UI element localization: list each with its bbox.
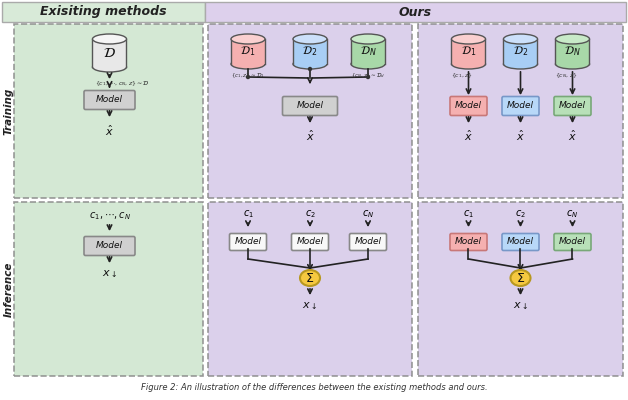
- FancyBboxPatch shape: [450, 96, 487, 116]
- Text: $c_N$: $c_N$: [362, 208, 374, 220]
- Ellipse shape: [452, 34, 485, 44]
- Text: $\mathcal{D}_2$: $\mathcal{D}_2$: [513, 45, 528, 58]
- Bar: [452, 39, 485, 64]
- Text: $\hat{x}$: $\hat{x}$: [464, 129, 473, 143]
- Text: $\{c_1,z\}\sim\mathcal{D}_1$: $\{c_1,z\}\sim\mathcal{D}_1$: [231, 71, 264, 80]
- Ellipse shape: [92, 62, 126, 72]
- Ellipse shape: [556, 34, 590, 44]
- Ellipse shape: [351, 59, 385, 69]
- Text: $\mathcal{D}_N$: $\mathcal{D}_N$: [360, 45, 376, 58]
- Bar: [208, 202, 412, 376]
- Ellipse shape: [556, 59, 590, 69]
- Text: Training: Training: [4, 87, 14, 135]
- Text: $\mathcal{D}$: $\mathcal{D}$: [103, 46, 116, 60]
- Text: $c_1, \cdots, c_N$: $c_1, \cdots, c_N$: [89, 210, 131, 222]
- Bar: [208, 24, 412, 198]
- Text: Exisiting methods: Exisiting methods: [40, 6, 167, 18]
- Text: Model: Model: [296, 238, 323, 246]
- FancyBboxPatch shape: [291, 234, 328, 250]
- Bar: [351, 39, 385, 64]
- Bar: [418, 24, 623, 198]
- Bar: [205, 2, 626, 22]
- Text: $x_\downarrow$: $x_\downarrow$: [303, 301, 318, 312]
- Ellipse shape: [231, 59, 265, 69]
- Ellipse shape: [231, 34, 265, 44]
- Text: Model: Model: [234, 238, 261, 246]
- FancyBboxPatch shape: [350, 234, 386, 250]
- Text: $c_N$: $c_N$: [566, 208, 578, 220]
- Ellipse shape: [504, 59, 538, 69]
- Ellipse shape: [452, 59, 485, 69]
- Text: Model: Model: [296, 102, 323, 110]
- Text: $\hat{x}$: $\hat{x}$: [516, 129, 525, 143]
- Ellipse shape: [293, 59, 327, 69]
- Text: $c_1$: $c_1$: [463, 208, 474, 220]
- Text: Model: Model: [559, 238, 586, 246]
- Text: $\mathcal{D}_2$: $\mathcal{D}_2$: [303, 45, 318, 58]
- FancyBboxPatch shape: [283, 96, 337, 116]
- Bar: [92, 39, 126, 67]
- Text: Model: Model: [455, 238, 482, 246]
- Text: Model: Model: [559, 102, 586, 110]
- Text: $\mathcal{D}_N$: $\mathcal{D}_N$: [564, 45, 581, 58]
- Text: Inference: Inference: [4, 261, 14, 317]
- Ellipse shape: [293, 34, 327, 44]
- Text: $x_\downarrow$: $x_\downarrow$: [102, 269, 117, 280]
- Text: Model: Model: [96, 242, 123, 250]
- Bar: [2, 2, 205, 22]
- Bar: [418, 202, 623, 376]
- Bar: [14, 24, 203, 198]
- Text: Model: Model: [96, 96, 123, 104]
- Text: $x_\downarrow$: $x_\downarrow$: [513, 301, 528, 312]
- FancyBboxPatch shape: [554, 96, 591, 116]
- FancyBboxPatch shape: [84, 236, 135, 256]
- Bar: [293, 39, 327, 64]
- FancyBboxPatch shape: [450, 234, 487, 250]
- FancyBboxPatch shape: [502, 96, 539, 116]
- Circle shape: [308, 68, 311, 70]
- FancyBboxPatch shape: [554, 234, 591, 250]
- Text: $\Sigma$: $\Sigma$: [305, 272, 315, 284]
- Text: $c_2$: $c_2$: [515, 208, 526, 220]
- FancyBboxPatch shape: [84, 90, 135, 110]
- FancyBboxPatch shape: [229, 234, 266, 250]
- Ellipse shape: [504, 34, 538, 44]
- Bar: [504, 39, 538, 64]
- Ellipse shape: [300, 270, 320, 286]
- Text: $\{c_1,\cdots,c_N,z\}\sim\mathcal{D}$: $\{c_1,\cdots,c_N,z\}\sim\mathcal{D}$: [95, 79, 151, 88]
- Text: $c_1$: $c_1$: [242, 208, 254, 220]
- Ellipse shape: [92, 34, 126, 44]
- Text: Model: Model: [507, 238, 534, 246]
- Text: $\{c_N,z\}$: $\{c_N,z\}$: [556, 71, 578, 80]
- Text: $\hat{x}$: $\hat{x}$: [568, 129, 577, 143]
- Bar: [14, 202, 203, 376]
- Text: $\{c_1,z\}$: $\{c_1,z\}$: [452, 71, 474, 80]
- Circle shape: [247, 76, 249, 78]
- Ellipse shape: [351, 34, 385, 44]
- Text: $c_2$: $c_2$: [305, 208, 315, 220]
- FancyBboxPatch shape: [502, 234, 539, 250]
- Text: Figure 2: An illustration of the differences between the existing methods and ou: Figure 2: An illustration of the differe…: [141, 384, 487, 392]
- Text: $\hat{x}$: $\hat{x}$: [105, 124, 114, 138]
- Text: Ours: Ours: [399, 6, 432, 18]
- Ellipse shape: [511, 270, 531, 286]
- Text: Model: Model: [354, 238, 381, 246]
- Text: $\mathcal{D}_1$: $\mathcal{D}_1$: [241, 45, 256, 58]
- Bar: [231, 39, 265, 64]
- Circle shape: [367, 76, 369, 78]
- Text: Model: Model: [507, 102, 534, 110]
- Bar: [556, 39, 590, 64]
- Text: $\{c_N,z\}\sim\mathcal{D}_d$: $\{c_N,z\}\sim\mathcal{D}_d$: [351, 71, 386, 80]
- Text: Model: Model: [455, 102, 482, 110]
- Text: $\Sigma$: $\Sigma$: [516, 272, 525, 284]
- Text: $\mathcal{D}_1$: $\mathcal{D}_1$: [461, 45, 476, 58]
- Text: $\hat{x}$: $\hat{x}$: [306, 129, 315, 143]
